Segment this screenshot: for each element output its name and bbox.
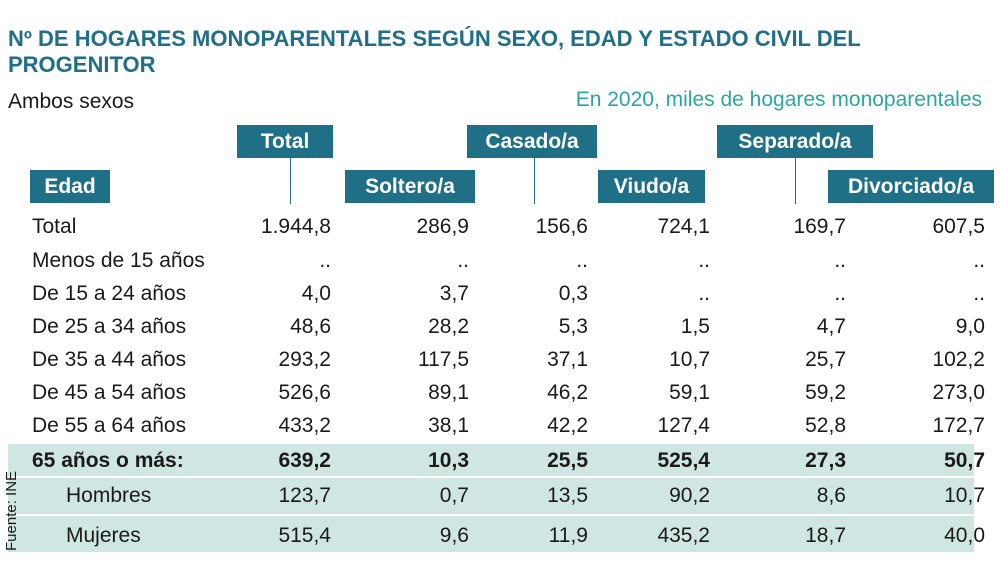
table-row: 65 años o más: 639,2 10,3 25,5 525,4 27,3 50,7 [0, 444, 1000, 477]
table-cell: 25,5 [547, 449, 588, 472]
table-cell: 10,7 [944, 484, 985, 507]
table-cell: 526,6 [278, 381, 331, 404]
table-cell: 156,6 [535, 215, 588, 238]
table-cell: 433,2 [278, 414, 331, 437]
table-row: De 15 a 24 años 4,0 3,7 0,3...... [0, 277, 1000, 310]
table-cell: .. [698, 282, 710, 305]
table-cell: 286,9 [416, 215, 469, 238]
table-cell: 1,5 [680, 315, 710, 338]
table-cell: 52,8 [805, 414, 846, 437]
table-row: Mujeres 515,4 9,6 11,9 435,2 18,7 40,0 [0, 516, 1000, 549]
chart-title: Nº DE HOGARES MONOPARENTALES SEGÚN SEXO,… [8, 26, 861, 77]
table-cell: 724,1 [657, 215, 710, 238]
table-cell: 59,1 [669, 381, 710, 404]
table-cell: 1.944,8 [260, 215, 331, 238]
source-note: Fuente: INE [3, 470, 20, 551]
table-row: Menos de 15 años............ [0, 244, 1000, 277]
table-row: De 45 a 54 años 526,6 89,1 46,2 59,1 59,2 273,… [0, 376, 1000, 409]
table-cell: 0,7 [439, 484, 469, 507]
header-connector-total [290, 158, 291, 204]
table-cell: .. [973, 249, 985, 272]
table-cell: 8,6 [816, 484, 846, 507]
table-row: De 25 a 34 años 48,6 28,2 5,3 1,5 4,7 9,0 [0, 310, 1000, 343]
row-label: De 25 a 34 años [32, 315, 187, 338]
table-cell: 40,0 [944, 524, 985, 547]
table-cell: 46,2 [547, 381, 588, 404]
table-cell: 13,5 [547, 484, 588, 507]
column-header-separado: Separado/a [717, 125, 873, 158]
table-cell: 169,7 [793, 215, 846, 238]
table-cell: .. [834, 249, 846, 272]
table-row: Hombres 123,7 0,7 13,5 90,2 8,6 10,7 [0, 476, 1000, 509]
column-header-casado: Casado/a [467, 125, 597, 158]
table-cell: 48,6 [290, 315, 331, 338]
table-cell: 127,4 [657, 414, 710, 437]
column-header-total: Total [237, 125, 333, 158]
row-label: De 45 a 54 años [32, 381, 187, 404]
table-cell: 525,4 [657, 449, 710, 472]
table-cell: .. [576, 249, 588, 272]
row-label: Total [32, 215, 77, 238]
table-cell: 9,6 [439, 524, 469, 547]
table-cell: 90,2 [669, 484, 710, 507]
table-cell: 28,2 [428, 315, 469, 338]
table-cell: 59,2 [805, 381, 846, 404]
table-cell: 293,2 [278, 348, 331, 371]
table-cell: 10,7 [669, 348, 710, 371]
table-cell: .. [973, 282, 985, 305]
column-header-divorciado: Divorciado/a [828, 170, 994, 203]
table-cell: 27,3 [805, 449, 846, 472]
table-cell: 18,7 [805, 524, 846, 547]
table-cell: 37,1 [547, 348, 588, 371]
table-cell: 639,2 [278, 449, 331, 472]
table-cell: .. [698, 249, 710, 272]
row-label: De 55 a 64 años [32, 414, 187, 437]
table-cell: 123,7 [278, 484, 331, 507]
row-label: Hombres [66, 484, 152, 507]
table-cell: 515,4 [278, 524, 331, 547]
table-cell: 607,5 [932, 215, 985, 238]
table-cell: 42,2 [547, 414, 588, 437]
row-label: 65 años o más: [32, 449, 184, 472]
table-cell: 0,3 [558, 282, 588, 305]
table-cell: 4,7 [816, 315, 846, 338]
band-separator-2 [8, 514, 974, 516]
row-header-edad: Edad [30, 170, 110, 203]
table-cell: 11,9 [548, 524, 588, 547]
table-cell: 50,7 [944, 449, 985, 472]
table-cell: 117,5 [418, 348, 469, 371]
header-connector-separado [795, 158, 796, 204]
table-cell: 273,0 [932, 381, 985, 404]
band-separator-1 [8, 476, 974, 478]
table-cell: 25,7 [805, 348, 846, 371]
table-cell: 4,0 [301, 282, 331, 305]
table-cell: 3,7 [439, 282, 469, 305]
subtitle-sex: Ambos sexos [8, 90, 135, 113]
row-label: De 35 a 44 años [32, 348, 187, 371]
column-header-soltero: Soltero/a [345, 170, 475, 203]
row-label: Mujeres [66, 524, 141, 547]
header-connector-casado [534, 158, 535, 204]
highlight-band-65-plus [8, 444, 974, 552]
row-label: De 15 a 24 años [32, 282, 187, 305]
table-cell: .. [834, 282, 846, 305]
table-cell: 10,3 [428, 449, 469, 472]
table-cell: 102,2 [932, 348, 985, 371]
table-row: Total 1.944,8 286,9 156,6 724,1 169,7 607,5 [0, 210, 1000, 243]
table-cell: 435,2 [657, 524, 710, 547]
table-row: De 55 a 64 años 433,2 38,1 42,2 127,4 52,8 172… [0, 409, 1000, 442]
table-cell: 172,7 [932, 414, 985, 437]
table-cell: .. [457, 249, 469, 272]
table-row: De 35 a 44 años 293,2 117,5 37,1 10,7 25,7 102… [0, 343, 1000, 376]
row-label: Menos de 15 años [32, 249, 205, 272]
table-cell: .. [319, 249, 331, 272]
table-cell: 89,1 [428, 381, 469, 404]
table-cell: 5,3 [558, 315, 588, 338]
subtitle-units: En 2020, miles de hogares monoparentales [575, 88, 982, 111]
table-cell: 38,1 [428, 414, 469, 437]
column-header-viudo: Viudo/a [598, 170, 705, 203]
table-cell: 9,0 [955, 315, 985, 338]
